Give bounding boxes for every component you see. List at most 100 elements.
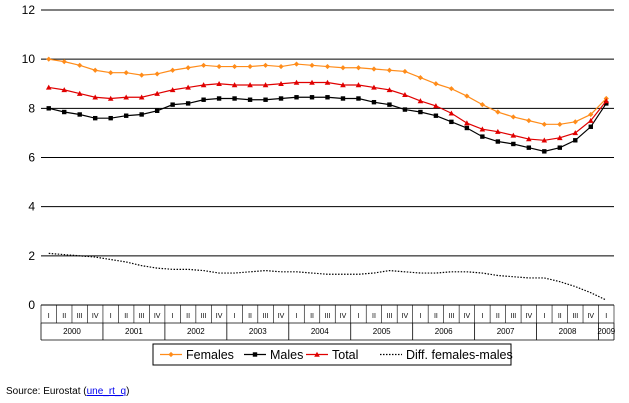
data-point-diamond <box>572 119 578 125</box>
data-point-diamond <box>262 62 269 68</box>
data-point-diamond <box>61 59 67 65</box>
series-total <box>45 79 610 143</box>
quarter-label: II <box>310 313 314 320</box>
data-point-square <box>185 101 191 106</box>
data-point-triangle <box>464 120 470 126</box>
quarter-label: II <box>372 313 376 320</box>
data-point-diamond <box>541 121 547 127</box>
y-tick-label: 8 <box>28 101 35 115</box>
data-point-triangle <box>448 110 455 116</box>
data-point-triangle <box>541 137 548 143</box>
data-point-square <box>511 141 516 147</box>
data-point-diamond <box>433 81 439 87</box>
quarter-label: I <box>419 313 421 320</box>
data-point-triangle <box>417 98 424 104</box>
data-point-triangle <box>154 90 160 96</box>
data-point-triangle <box>572 130 579 136</box>
data-point-triangle <box>495 128 501 134</box>
quarter-label: III <box>387 313 393 320</box>
data-point-triangle <box>355 82 362 88</box>
year-label: 2004 <box>311 327 329 336</box>
data-point-square <box>252 352 258 357</box>
data-point-square <box>46 106 51 111</box>
year-label: 2009 <box>597 327 615 336</box>
data-point-diamond <box>139 72 145 78</box>
quarter-label: III <box>201 313 207 320</box>
quarter-label: III <box>77 313 83 320</box>
gridlines <box>41 9 614 306</box>
data-point-triangle <box>556 135 563 141</box>
data-point-diamond <box>108 70 114 76</box>
data-point-square <box>526 145 532 150</box>
data-point-triangle <box>587 117 594 123</box>
data-point-square <box>62 109 67 115</box>
data-point-square <box>542 149 547 154</box>
data-point-triangle <box>231 82 238 88</box>
quarter-label: I <box>296 313 298 320</box>
quarter-label: III <box>510 313 516 320</box>
series-lines <box>45 56 610 301</box>
quarter-label: I <box>172 313 174 320</box>
year-label: 2002 <box>187 327 205 336</box>
data-point-triangle <box>247 82 253 88</box>
data-point-diamond <box>123 70 129 76</box>
y-tick-label: 4 <box>28 200 35 214</box>
legend-label-males: Males <box>270 348 303 362</box>
data-point-square <box>557 145 562 150</box>
data-point-square <box>495 139 501 144</box>
legend-label-diff-females-males: Diff. females-males <box>406 348 513 362</box>
data-point-diamond <box>417 75 424 81</box>
data-point-square <box>604 101 609 106</box>
data-point-triangle <box>386 87 393 93</box>
quarter-label: III <box>325 313 331 320</box>
data-point-triangle <box>309 79 315 85</box>
data-point-triangle <box>61 87 68 93</box>
data-point-diamond <box>170 67 176 73</box>
quarter-label: III <box>263 313 269 320</box>
data-point-square <box>294 95 299 100</box>
data-point-square <box>480 134 485 139</box>
data-point-square <box>93 115 98 121</box>
source-note: Source: Eurostat (une_rt_q) <box>6 386 129 397</box>
series-males <box>46 95 609 154</box>
data-point-triangle <box>185 84 191 90</box>
data-point-diamond <box>588 111 594 118</box>
data-point-triangle <box>45 84 52 90</box>
data-point-diamond <box>231 63 238 70</box>
data-point-square <box>449 119 454 125</box>
data-point-square <box>216 96 222 101</box>
quarter-label: II <box>496 313 500 320</box>
data-point-diamond <box>402 68 408 75</box>
quarter-label: IV <box>340 313 347 320</box>
data-point-diamond <box>185 65 191 71</box>
year-label: 2006 <box>435 327 453 336</box>
data-point-diamond <box>510 114 516 120</box>
data-point-diamond <box>495 109 501 115</box>
source-link[interactable]: une_rt_q <box>86 386 127 397</box>
data-point-triangle <box>278 80 284 86</box>
legend-label-females: Females <box>186 348 234 362</box>
data-point-square <box>108 115 113 121</box>
data-point-diamond <box>293 61 300 67</box>
data-point-triangle <box>479 126 486 132</box>
data-point-triangle <box>324 79 331 85</box>
data-point-triangle <box>123 94 129 100</box>
data-point-square <box>123 113 129 118</box>
quarter-label: I <box>234 313 236 320</box>
data-point-diamond <box>46 56 52 62</box>
y-tick-label: 0 <box>28 298 35 312</box>
data-point-diamond <box>201 62 207 68</box>
y-tick-label: 10 <box>22 52 36 66</box>
quarter-label: IV <box>402 313 409 320</box>
data-point-triangle <box>216 80 222 86</box>
data-point-triangle <box>138 94 145 100</box>
series-line-total <box>48 81 607 141</box>
quarter-label: III <box>572 313 578 320</box>
data-point-square <box>402 107 408 112</box>
data-point-square <box>371 99 377 105</box>
quarter-label: III <box>139 313 145 320</box>
series-diff-females-males <box>48 252 607 301</box>
data-point-diamond <box>526 118 532 124</box>
data-point-square <box>201 97 206 102</box>
y-tick-label: 6 <box>28 151 35 165</box>
